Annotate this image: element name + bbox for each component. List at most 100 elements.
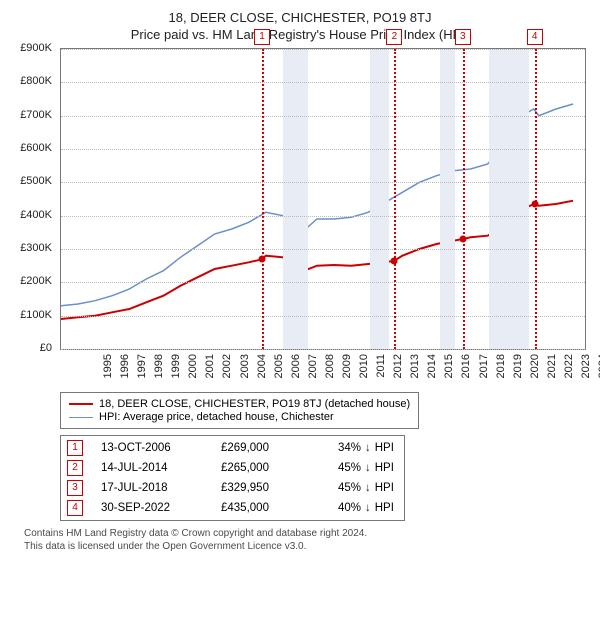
- x-tick-label: 2013: [409, 354, 421, 378]
- y-tick-label: £0: [40, 342, 52, 354]
- sale-vline: [394, 49, 396, 349]
- footer-attribution: Contains HM Land Registry data © Crown c…: [24, 527, 588, 553]
- gridline-horizontal: [61, 282, 585, 283]
- plot-area: 1234: [60, 48, 586, 350]
- gridline-horizontal: [61, 216, 585, 217]
- sale-pct: 45%: [321, 462, 361, 474]
- x-tick-label: 2008: [324, 354, 336, 378]
- down-arrow-icon: ↓: [365, 462, 371, 474]
- sale-ref: HPI: [375, 482, 394, 494]
- y-tick-label: £100K: [20, 309, 52, 321]
- x-tick-label: 2009: [341, 354, 353, 378]
- down-arrow-icon: ↓: [365, 482, 371, 494]
- sale-date: 30-SEP-2022: [101, 502, 221, 514]
- x-tick-label: 2003: [239, 354, 251, 378]
- sale-vline: [535, 49, 537, 349]
- gridline-horizontal: [61, 316, 585, 317]
- background-band: [440, 49, 455, 349]
- gridline-horizontal: [61, 149, 585, 150]
- x-tick-label: 2010: [358, 354, 370, 378]
- y-axis-labels: £0£100K£200K£300K£400K£500K£600K£700K£80…: [12, 48, 56, 348]
- x-tick-label: 2016: [460, 354, 472, 378]
- x-tick-label: 2004: [256, 354, 268, 378]
- sales-row: 317-JUL-2018£329,95045%↓HPI: [67, 478, 394, 498]
- x-tick-label: 2001: [204, 354, 216, 378]
- sale-point: [391, 257, 398, 264]
- x-tick-label: 1997: [136, 354, 148, 378]
- sale-price: £329,950: [221, 482, 321, 494]
- sale-price: £269,000: [221, 442, 321, 454]
- y-tick-label: £500K: [20, 175, 52, 187]
- sale-price: £435,000: [221, 502, 321, 514]
- y-tick-label: £900K: [20, 42, 52, 54]
- x-tick-label: 2015: [443, 354, 455, 378]
- y-tick-label: £400K: [20, 209, 52, 221]
- sale-ref: HPI: [375, 502, 394, 514]
- gridline-horizontal: [61, 49, 585, 50]
- x-tick-label: 2018: [495, 354, 507, 378]
- y-tick-label: £300K: [20, 242, 52, 254]
- sale-price: £265,000: [221, 462, 321, 474]
- y-tick-label: £600K: [20, 142, 52, 154]
- down-arrow-icon: ↓: [365, 502, 371, 514]
- sale-pct: 40%: [321, 502, 361, 514]
- legend-label: HPI: Average price, detached house, Chic…: [99, 411, 334, 423]
- title-address: 18, DEER CLOSE, CHICHESTER, PO19 8TJ: [12, 10, 588, 25]
- sale-number: 1: [67, 440, 83, 456]
- sale-vline: [463, 49, 465, 349]
- footer-line-1: Contains HM Land Registry data © Crown c…: [24, 527, 588, 540]
- sale-marker-3: 3: [455, 29, 471, 45]
- footer-line-2: This data is licensed under the Open Gov…: [24, 540, 588, 553]
- gridline-horizontal: [61, 182, 585, 183]
- x-tick-label: 2007: [307, 354, 319, 378]
- background-band: [370, 49, 389, 349]
- x-tick-label: 2012: [392, 354, 404, 378]
- x-tick-label: 2023: [580, 354, 592, 378]
- sale-point: [531, 201, 538, 208]
- x-tick-label: 2005: [273, 354, 285, 378]
- x-tick-label: 1995: [102, 354, 114, 378]
- x-tick-label: 2019: [512, 354, 524, 378]
- gridline-horizontal: [61, 116, 585, 117]
- background-band: [283, 49, 309, 349]
- sale-marker-4: 4: [527, 29, 543, 45]
- sale-pct: 45%: [321, 482, 361, 494]
- plot-outer: £0£100K£200K£300K£400K£500K£600K£700K£80…: [12, 48, 588, 386]
- sale-ref: HPI: [375, 442, 394, 454]
- legend: 18, DEER CLOSE, CHICHESTER, PO19 8TJ (de…: [60, 392, 419, 429]
- sale-point: [459, 236, 466, 243]
- y-tick-label: £200K: [20, 275, 52, 287]
- sale-point: [259, 256, 266, 263]
- x-tick-label: 2022: [563, 354, 575, 378]
- sales-row: 1 13-OCT-2006£269,00034% ↓ HPI: [67, 438, 394, 458]
- gridline-horizontal: [61, 82, 585, 83]
- sales-row: 4 30-SEP-2022£435,00040% ↓ HPI: [67, 498, 394, 518]
- down-arrow-icon: ↓: [365, 442, 371, 454]
- x-tick-label: 2017: [478, 354, 490, 378]
- chart-container: 18, DEER CLOSE, CHICHESTER, PO19 8TJ Pri…: [0, 0, 600, 557]
- legend-swatch: [69, 403, 93, 405]
- sale-vline: [262, 49, 264, 349]
- x-tick-label: 2011: [375, 354, 387, 378]
- sale-number: 4: [67, 500, 83, 516]
- legend-row: HPI: Average price, detached house, Chic…: [69, 411, 410, 423]
- x-tick-label: 2002: [221, 354, 233, 378]
- x-tick-label: 1999: [170, 354, 182, 378]
- x-axis-labels: 1995199619971998199920002001200220032004…: [108, 350, 600, 386]
- x-tick-label: 1996: [119, 354, 131, 378]
- sale-number: 2: [67, 460, 83, 476]
- x-tick-label: 2020: [529, 354, 541, 378]
- sales-row: 214-JUL-2014£265,00045%↓HPI: [67, 458, 394, 478]
- sale-date: 13-OCT-2006: [101, 442, 221, 454]
- sale-date: 17-JUL-2018: [101, 482, 221, 494]
- background-band: [489, 49, 528, 349]
- sale-date: 14-JUL-2014: [101, 462, 221, 474]
- legend-row: 18, DEER CLOSE, CHICHESTER, PO19 8TJ (de…: [69, 398, 410, 410]
- sale-marker-1: 1: [254, 29, 270, 45]
- x-tick-label: 2006: [290, 354, 302, 378]
- title-subtitle: Price paid vs. HM Land Registry's House …: [12, 27, 588, 42]
- sale-pct: 34%: [321, 442, 361, 454]
- gridline-horizontal: [61, 249, 585, 250]
- sales-table: 113-OCT-2006£269,00034%↓HPI214-JUL-2014£…: [60, 435, 405, 521]
- sale-marker-2: 2: [386, 29, 402, 45]
